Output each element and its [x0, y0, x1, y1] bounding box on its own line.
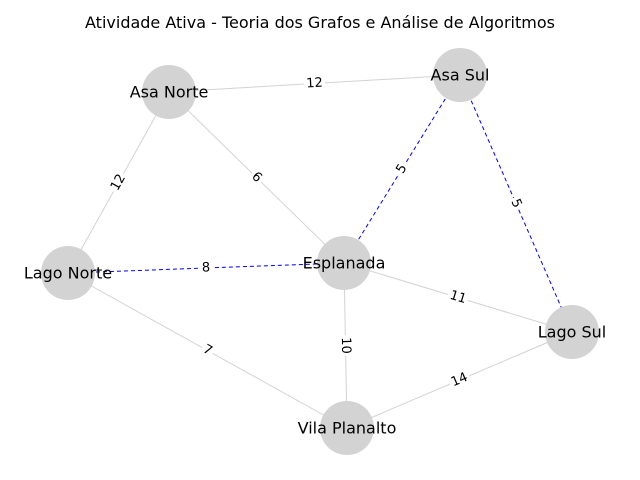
edge-weight-background: [199, 259, 213, 277]
nodes-layer: Asa Norte Asa Sul Lago Norte Esplanada Lago …: [24, 48, 606, 455]
node-label: Asa Sul: [431, 66, 490, 85]
edge-labels-layer: 12 12 6 5 5 8 7 11 10 14: [106, 74, 527, 392]
node-label: Lago Norte: [24, 264, 112, 283]
node-lago-norte: Lago Norte: [24, 246, 112, 300]
edge-weight-background: [445, 286, 471, 309]
node-circle: [41, 246, 95, 300]
edge-weight-background: [246, 167, 267, 188]
edge-weight-asa-norte-asa-sul: 12: [303, 74, 326, 93]
node-esplanada: Esplanada: [303, 236, 386, 290]
node-label: Esplanada: [303, 254, 386, 273]
node-circle: [433, 48, 487, 102]
edge-weight-text: 8: [202, 260, 211, 275]
edge-weight-asa-sul-esplanada: 5: [391, 159, 413, 179]
edge-weight-vila-planalto-lago-sul: 14: [446, 368, 473, 392]
edge-weight-text: 11: [448, 288, 468, 307]
edge-weight-esplanada-vila-planalto: 10: [336, 335, 355, 356]
edge-weight-text: 14: [449, 370, 470, 390]
node-asa-sul: Asa Sul: [431, 48, 490, 102]
edge-weight-background: [336, 335, 355, 356]
edge-weight-background: [106, 169, 131, 196]
edge-weight-lago-norte-esplanada: 8: [199, 259, 213, 277]
edge-weight-text: 12: [108, 172, 129, 194]
node-circle: [317, 236, 371, 290]
edge-weight-background: [198, 340, 217, 361]
node-vila-planalto: Vila Planalto: [298, 401, 397, 455]
edge-weight-background: [505, 194, 527, 213]
edge-weight-asa-norte-lago-norte: 12: [106, 169, 131, 196]
edge-weight-background: [446, 368, 473, 392]
node-asa-norte: Asa Norte: [130, 65, 209, 119]
edge-weight-text: 12: [306, 76, 323, 92]
node-label: Asa Norte: [130, 83, 209, 102]
edge-weight-text: 10: [338, 337, 353, 354]
node-circle: [545, 305, 599, 359]
node-circle: [320, 401, 374, 455]
node-label: Lago Sul: [538, 323, 607, 342]
figure-title: Atividade Ativa - Teoria dos Grafos e An…: [85, 13, 555, 32]
node-lago-sul: Lago Sul: [538, 305, 607, 359]
edge-weight-lago-norte-vila-planalto: 7: [198, 340, 217, 361]
edge-weight-asa-sul-lago-sul: 5: [505, 194, 527, 213]
edge-weight-asa-norte-esplanada: 6: [246, 167, 267, 188]
edge-asa-sul-esplanada: [343, 74, 461, 264]
edge-weight-background: [303, 74, 326, 93]
node-label: Vila Planalto: [298, 419, 397, 438]
node-circle: [142, 65, 196, 119]
edge-weight-background: [391, 159, 413, 179]
edge-weight-esplanada-lago-sul: 11: [445, 286, 471, 309]
